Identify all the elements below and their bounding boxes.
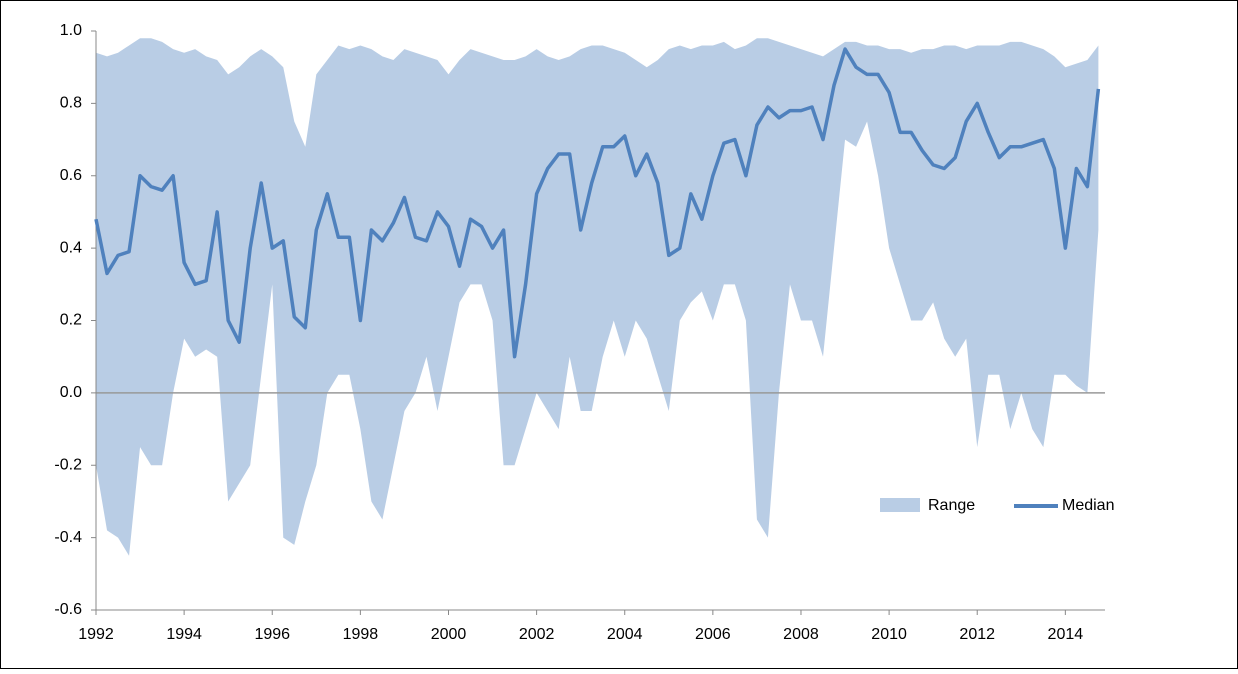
legend-swatch (880, 498, 920, 512)
x-tick-label: 1998 (343, 626, 379, 643)
y-tick-label: 1.0 (60, 22, 82, 39)
legend-label: Range (928, 497, 975, 514)
range-area (96, 38, 1099, 556)
x-tick-label: 2008 (783, 626, 819, 643)
x-tick-label: 2010 (871, 626, 907, 643)
x-tick-label: 1996 (254, 626, 290, 643)
x-tick-label: 2000 (431, 626, 467, 643)
x-tick-label: 2012 (959, 626, 995, 643)
y-tick-label: 0.2 (60, 312, 82, 329)
legend-label: Median (1062, 497, 1114, 514)
median-line (94, 47, 1101, 359)
x-tick-label: 2004 (607, 626, 643, 643)
x-tick-label: 1994 (166, 626, 202, 643)
y-tick-label: -0.2 (54, 456, 82, 473)
y-tick-label: 0.4 (60, 239, 82, 256)
x-tick-label: 1992 (78, 626, 114, 643)
y-tick-label: 0.6 (60, 167, 82, 184)
x-tick-label: 2006 (695, 626, 731, 643)
y-tick-label: -0.4 (54, 529, 82, 546)
y-tick-label: -0.6 (54, 601, 82, 618)
x-tick-label: 2014 (1048, 626, 1084, 643)
y-tick-label: 0.8 (60, 95, 82, 112)
y-tick-label: 0.0 (60, 384, 82, 401)
x-tick-label: 2002 (519, 626, 555, 643)
